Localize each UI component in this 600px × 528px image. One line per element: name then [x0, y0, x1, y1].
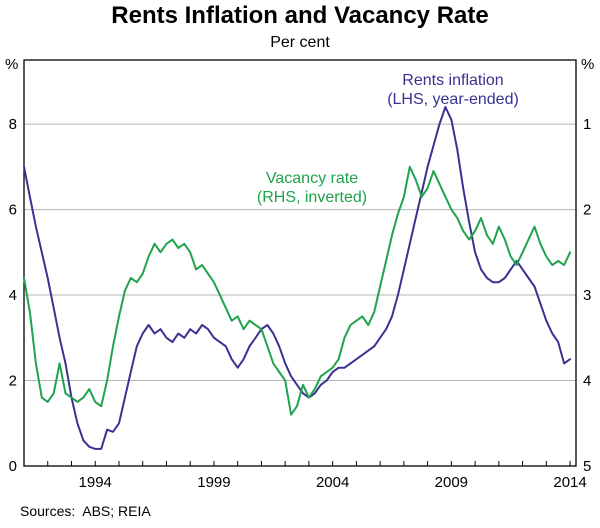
svg-text:6: 6: [9, 202, 17, 219]
svg-text:4: 4: [9, 287, 17, 304]
chart-title: Rents Inflation and Vacancy Rate: [111, 2, 489, 29]
series-label-rents-line1: Rents inflation: [402, 72, 504, 89]
svg-text:2: 2: [583, 202, 591, 219]
series-label-rents: Rents inflation (LHS, year-ended): [333, 71, 573, 109]
svg-text:2: 2: [9, 373, 17, 390]
chart-subtitle: Per cent: [270, 34, 330, 51]
series-label-vacancy: Vacancy rate (RHS, inverted): [212, 169, 412, 207]
svg-text:2009: 2009: [435, 474, 468, 491]
left-axis-unit-label: %: [5, 56, 19, 73]
svg-text:4: 4: [583, 373, 591, 390]
svg-text:8: 8: [9, 116, 17, 133]
svg-text:0: 0: [9, 458, 17, 475]
sources-note: Sources: ABS; REIA: [20, 503, 151, 519]
svg-text:3: 3: [583, 287, 591, 304]
svg-text:1999: 1999: [197, 474, 230, 491]
series-label-vacancy-line2: (RHS, inverted): [256, 189, 368, 206]
svg-text:2014: 2014: [553, 474, 586, 491]
svg-text:1: 1: [583, 116, 591, 133]
svg-text:1994: 1994: [79, 474, 112, 491]
series-label-rents-line2: (LHS, year-ended): [387, 91, 519, 108]
svg-text:5: 5: [583, 458, 591, 475]
right-axis-unit-label: %: [581, 56, 595, 73]
series-label-vacancy-line1: Vacancy rate: [265, 170, 359, 187]
svg-text:2004: 2004: [316, 474, 349, 491]
